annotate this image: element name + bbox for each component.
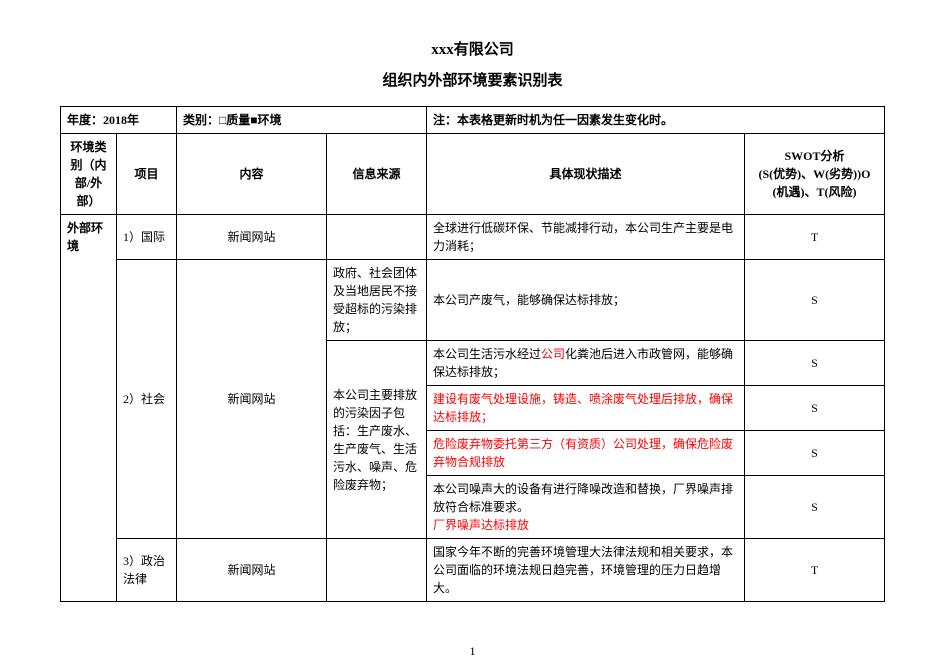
desc-text-red: 公司: [541, 347, 565, 361]
swot-cell: S: [745, 476, 885, 539]
page-number: 1: [0, 644, 945, 659]
table-row: 3）政治法律 新闻网站 国家今年不断的完善环境管理大法律法规和相关要求，本公司面…: [61, 539, 885, 602]
desc-text-red: 厂界噪声达标排放: [433, 518, 529, 532]
swot-cell: S: [745, 260, 885, 341]
meta-row: 年度：2018年 类别：□质量■环境 注：本表格更新时机为任一因素发生变化时。: [61, 107, 885, 134]
item-cell: 2）社会: [117, 260, 177, 539]
col-swot-sub: (S(优势)、W(劣势))O(机遇)、T(风险): [759, 167, 871, 199]
year-cell: 年度：2018年: [61, 107, 177, 134]
desc-cell: 本公司噪声大的设备有进行降噪改造和替换，厂界噪声排放符合标准要求。 厂界噪声达标…: [427, 476, 745, 539]
swot-cell: S: [745, 386, 885, 431]
desc-cell: 建设有废气处理设施，铸造、喷涂废气处理后排放，确保达标排放；: [427, 386, 745, 431]
desc-cell: 全球进行低碳环保、节能减排行动，本公司生产主要是电力消耗；: [427, 215, 745, 260]
category-cell: 外部环境: [61, 215, 117, 602]
desc-cell: 危险废弃物委托第三方（有资质）公司处理，确保危险废弃物合规排放: [427, 431, 745, 476]
header-row: 环境类别（内部/外部） 项目 内容 信息来源 具体现状描述 SWOT分析 (S(…: [61, 134, 885, 215]
year-value: 2018年: [103, 113, 139, 127]
year-label: 年度：: [67, 113, 103, 127]
desc-text: 本公司生活污水经过: [433, 347, 541, 361]
note-value: 本表格更新时机为任一因素发生变化时。: [457, 113, 673, 127]
desc-cell: 本公司生活污水经过公司化粪池后进入市政管网，能够确保达标排放；: [427, 341, 745, 386]
swot-cell: T: [745, 539, 885, 602]
table-row: 2）社会 新闻网站 政府、社会团体及当地居民不接受超标的污染排放； 本公司产废气…: [61, 260, 885, 341]
source-cell: 政府、社会团体及当地居民不接受超标的污染排放；: [327, 260, 427, 341]
category-type-label: 类别：: [183, 113, 219, 127]
item-cell: 3）政治法律: [117, 539, 177, 602]
note-cell: 注：本表格更新时机为任一因素发生变化时。: [427, 107, 885, 134]
col-source: 信息来源: [327, 134, 427, 215]
desc-text: 本公司噪声大的设备有进行降噪改造和替换，厂界噪声排放符合标准要求。: [433, 482, 733, 514]
swot-cell: S: [745, 341, 885, 386]
desc-cell: 国家今年不断的完善环境管理大法律法规和相关要求，本公司面临的环境法规日趋完善，环…: [427, 539, 745, 602]
content-cell: 新闻网站: [177, 215, 327, 260]
col-desc: 具体现状描述: [427, 134, 745, 215]
company-name: xxx有限公司: [60, 38, 885, 59]
content-cell: 新闻网站: [177, 260, 327, 539]
source-cell: 本公司主要排放的污染因子包括：生产废水、生产废气、生活污水、噪声、危险废弃物；: [327, 341, 427, 539]
item-cell: 1）国际: [117, 215, 177, 260]
source-cell: [327, 539, 427, 602]
swot-cell: T: [745, 215, 885, 260]
col-category: 环境类别（内部/外部）: [61, 134, 117, 215]
source-cell: [327, 215, 427, 260]
document-title: 组织内外部环境要素识别表: [60, 69, 885, 90]
table-row: 外部环境 1）国际 新闻网站 全球进行低碳环保、节能减排行动，本公司生产主要是电…: [61, 215, 885, 260]
category-type-value: □质量■环境: [219, 113, 282, 127]
swot-cell: S: [745, 431, 885, 476]
main-table: 年度：2018年 类别：□质量■环境 注：本表格更新时机为任一因素发生变化时。 …: [60, 106, 885, 602]
col-item: 项目: [117, 134, 177, 215]
category-type-cell: 类别：□质量■环境: [177, 107, 427, 134]
col-swot: SWOT分析 (S(优势)、W(劣势))O(机遇)、T(风险): [745, 134, 885, 215]
desc-cell: 本公司产废气，能够确保达标排放；: [427, 260, 745, 341]
col-content: 内容: [177, 134, 327, 215]
col-swot-main: SWOT分析: [784, 149, 844, 163]
note-label: 注：: [433, 113, 457, 127]
content-cell: 新闻网站: [177, 539, 327, 602]
